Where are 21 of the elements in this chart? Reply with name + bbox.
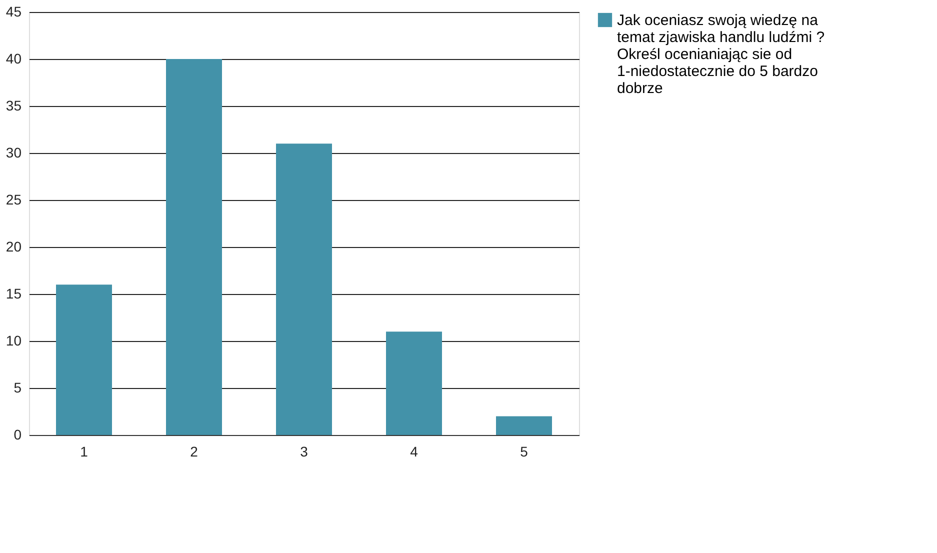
y-tick-label: 10: [6, 332, 22, 348]
y-tick-label: 15: [6, 286, 22, 302]
y-tick-label: 20: [6, 238, 22, 254]
y-tick-label: 30: [6, 144, 22, 160]
x-tick-label: 1: [80, 444, 88, 460]
y-tick-label: 40: [6, 50, 22, 66]
x-tick-label: 4: [410, 444, 418, 460]
bar: [166, 59, 222, 435]
x-tick-label: 2: [190, 444, 198, 460]
x-tick-label: 3: [300, 444, 308, 460]
y-tick-label: 5: [14, 380, 22, 396]
y-tick-label: 45: [6, 4, 22, 20]
bar: [496, 416, 552, 435]
y-tick-label: 35: [6, 98, 22, 114]
legend-label: Jak oceniasz swoją wiedzę na temat zjawiska handlu ludźmi ? Określ ocenianiając sie od 1-niedostatecznie do 5 bardzo dobrze: [617, 12, 825, 97]
bar: [276, 144, 332, 435]
y-tick-label: 0: [14, 426, 22, 442]
x-tick-label: 5: [520, 444, 528, 460]
bar: [56, 284, 112, 435]
bar: [386, 332, 442, 435]
y-tick-label: 25: [6, 192, 22, 208]
